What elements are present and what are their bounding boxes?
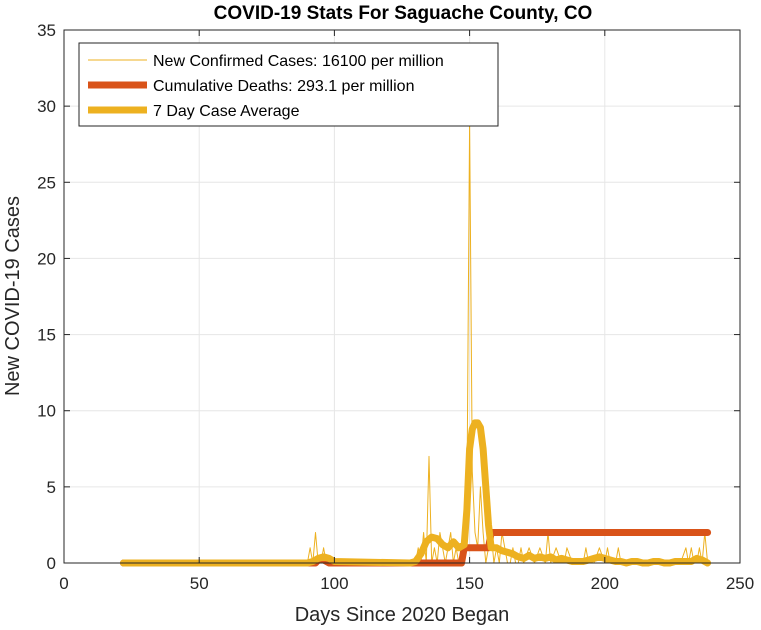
y-tick-label: 15 bbox=[37, 326, 56, 345]
y-tick-label: 35 bbox=[37, 21, 56, 40]
y-axis-label: New COVID-19 Cases bbox=[2, 196, 24, 396]
y-tick-label: 0 bbox=[47, 554, 56, 573]
legend-label-1: Cumulative Deaths: 293.1 per million bbox=[153, 78, 414, 95]
legend-box bbox=[78, 42, 499, 127]
x-tick-label: 150 bbox=[455, 574, 483, 593]
y-tick-label: 5 bbox=[47, 478, 56, 497]
legend-label-2: 7 Day Case Average bbox=[153, 103, 300, 120]
legend: New Confirmed Cases: 16100 per million Cu… bbox=[78, 42, 499, 127]
x-axis-label: Days Since 2020 Began bbox=[295, 604, 510, 626]
legend-label-0: New Confirmed Cases: 16100 per million bbox=[153, 53, 444, 70]
x-tick-label: 250 bbox=[726, 574, 754, 593]
x-tick-label: 50 bbox=[190, 574, 209, 593]
y-tick-label: 30 bbox=[37, 97, 56, 116]
chart-title: COVID-19 Stats For Saguache County, CO bbox=[214, 3, 593, 24]
y-tick-label: 20 bbox=[37, 249, 56, 268]
x-tick-label: 200 bbox=[591, 574, 619, 593]
x-tick-label: 100 bbox=[320, 574, 348, 593]
x-tick-label: 0 bbox=[59, 574, 68, 593]
ticks: 0 50 100 150 200 250 0 5 10 15 20 25 30 35 bbox=[37, 21, 754, 593]
y-tick-label: 25 bbox=[37, 173, 56, 192]
y-tick-label: 10 bbox=[37, 402, 56, 421]
plot-frame bbox=[63, 29, 741, 564]
